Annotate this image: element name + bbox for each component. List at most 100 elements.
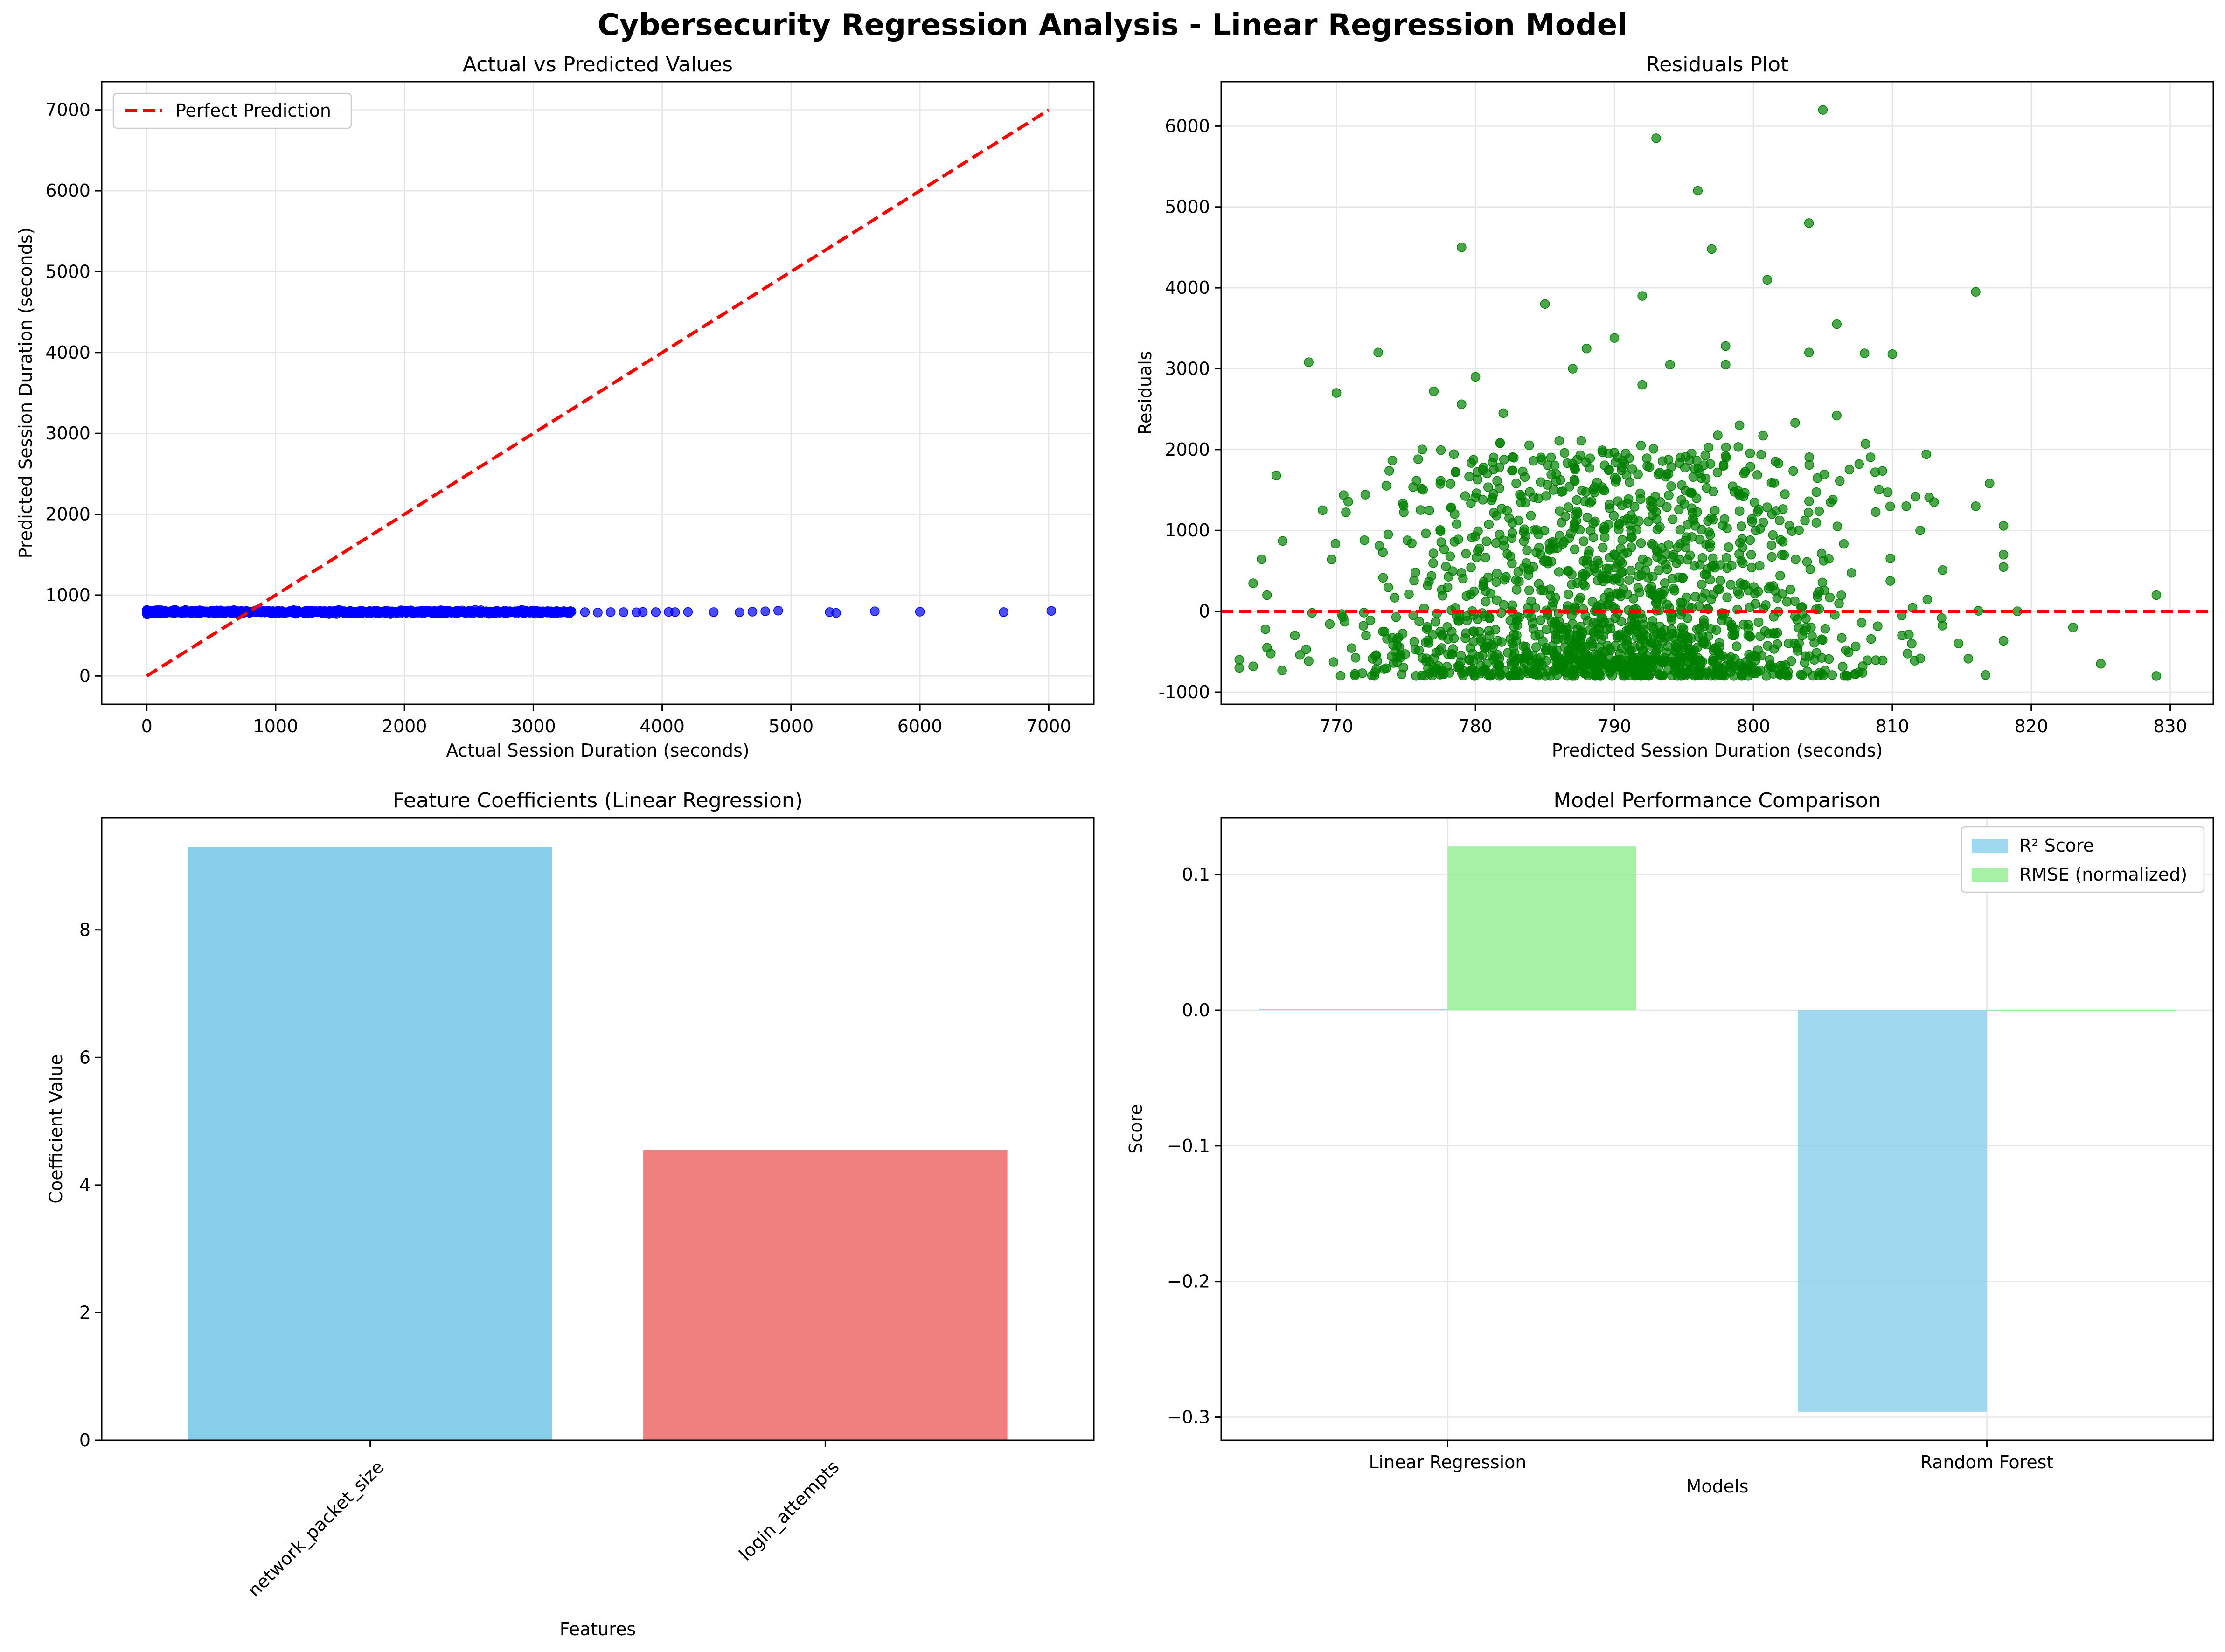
data-point [1671,642,1681,652]
x-tick-label: 2000 [382,716,427,736]
data-point [1564,502,1573,512]
data-point [1710,506,1720,515]
data-point [401,607,411,617]
data-point [1617,465,1627,475]
data-point [1585,625,1594,635]
data-point [1577,486,1587,496]
data-point [1588,485,1598,495]
data-point [1732,586,1743,596]
data-point [1622,514,1633,524]
data-point [1540,299,1550,309]
data-point [1604,500,1614,510]
data-point [1417,444,1427,454]
data-point [1688,472,1698,482]
data-point [1614,576,1625,586]
data-point [735,607,744,617]
data-point [1769,612,1779,622]
data-point [146,606,156,616]
data-point [1707,561,1717,571]
data-point [1665,360,1675,370]
data-point [1381,481,1391,491]
data-point [1518,466,1528,477]
data-point [1597,445,1607,455]
data-point [1790,418,1800,428]
data-point [1885,501,1895,511]
y-tick-label: −0.1 [1167,1136,1210,1156]
data-point [552,606,563,617]
data-point [1784,521,1794,531]
data-point [1495,529,1505,540]
data-point [1686,487,1696,498]
y-tick-label: 0 [79,1430,90,1451]
data-point [1663,665,1673,675]
data-point [999,607,1008,617]
data-point [760,606,770,616]
data-point [1481,553,1490,562]
data-point [1257,554,1266,564]
data-point [1722,592,1732,602]
data-point [1271,471,1281,480]
data-point [1659,653,1669,663]
data-point [1703,632,1713,641]
data-point [1328,657,1339,667]
data-point [1922,595,1933,604]
data-point [1737,534,1747,544]
data-point [1592,670,1602,680]
data-point [1492,595,1502,605]
data-point [1552,665,1562,675]
data-point [1488,452,1499,463]
data-point [1609,448,1619,458]
x-tick-label: 6000 [897,716,943,736]
data-point [1295,650,1305,660]
data-point [1413,454,1423,464]
data-point [1771,457,1780,467]
data-point [1683,555,1693,565]
data-point [1549,618,1559,628]
data-point [1753,617,1764,627]
data-point [1624,575,1634,585]
data-point [1735,491,1745,501]
data-point [1705,539,1715,548]
data-point [1737,521,1746,531]
data-point [1635,488,1645,499]
data-point [1409,576,1419,586]
data-point [412,607,422,617]
data-point [1738,558,1748,568]
legend-label: Perfect Prediction [175,100,331,121]
data-point [1447,649,1457,659]
data-point [1718,461,1729,471]
data-point [1843,647,1854,657]
data-point [1568,364,1578,374]
data-point [1620,655,1630,666]
data-point [1373,347,1383,358]
panel-model-performance: −0.3 −0.2 −0.1 0.0 0.1 Linear Regression Rando… [1126,789,2214,1497]
data-point [1483,572,1493,583]
data-point [1856,618,1867,628]
data-point [1501,572,1511,582]
data-point [1414,646,1424,655]
data-point [1734,420,1745,430]
data-point [1569,475,1579,485]
data-point [1696,473,1706,483]
data-point [1494,462,1504,472]
data-point [1580,570,1590,580]
data-point [1447,566,1458,576]
data-point [1358,621,1369,631]
data-point [1410,568,1420,577]
data-point [1643,516,1653,527]
data-point [683,607,693,617]
data-point [2068,623,2078,632]
data-point [638,607,648,617]
data-point [1637,291,1647,301]
data-point [1747,517,1757,527]
data-point [1733,442,1743,452]
data-point [465,607,475,617]
data-point [1437,585,1447,595]
y-tick-label: 0 [1199,601,1210,622]
data-point [538,607,548,617]
data-point [1569,641,1579,651]
data-point [1468,637,1478,647]
data-point [1744,585,1753,596]
y-tick-label: 1000 [1165,520,1210,541]
data-point [1870,507,1881,517]
